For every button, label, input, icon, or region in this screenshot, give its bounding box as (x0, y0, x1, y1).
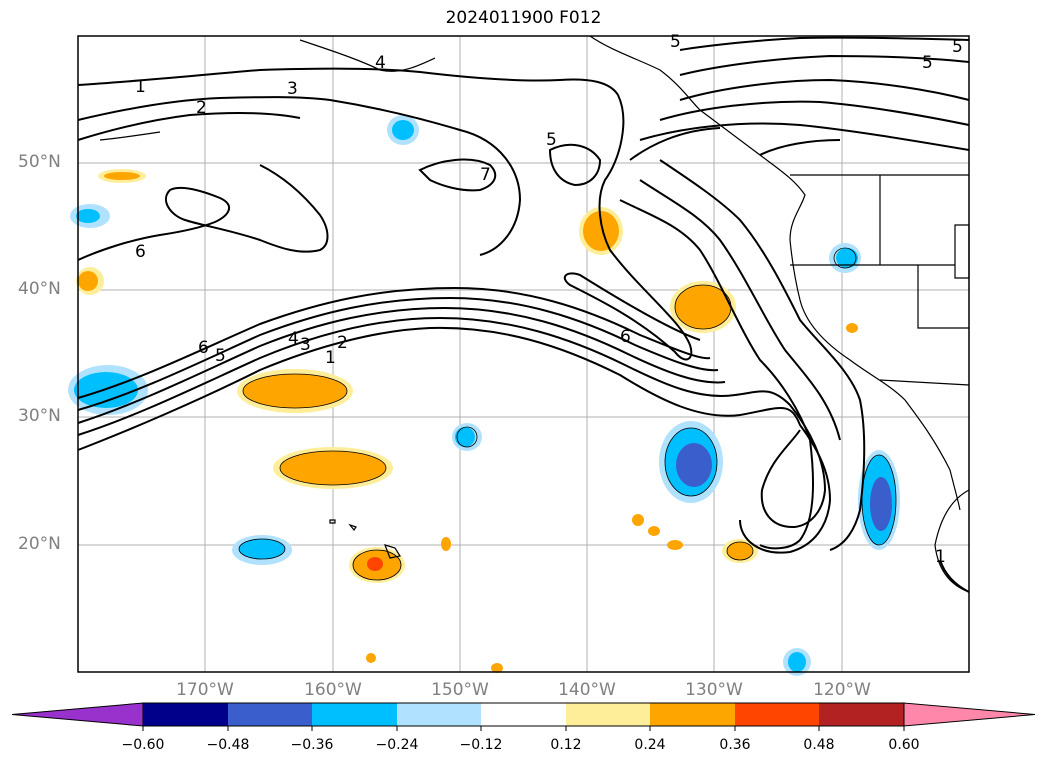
colorbar-tick-label: −0.60 (121, 737, 165, 753)
colorbar-segment (312, 703, 397, 726)
contour-label: 1 (935, 547, 946, 567)
lon-label: 130°W (685, 680, 743, 700)
colorbar-segment (650, 703, 735, 726)
colorbar-extend-high (903, 702, 1036, 727)
colorbar-tick-label: 0.36 (719, 737, 751, 753)
colorbar-segment (228, 703, 312, 726)
lon-label: 150°W (431, 680, 489, 700)
map-frame (77, 35, 970, 673)
lat-label: 30°N (18, 406, 61, 426)
contour-label: 6 (198, 338, 209, 358)
contour-label: 4 (288, 329, 299, 349)
colorbar-frame (142, 702, 905, 727)
contour-label: 2 (196, 98, 207, 118)
contour-label: 6 (620, 327, 631, 347)
colorbar-segment (819, 703, 904, 726)
colorbar-tick-label: 0.48 (803, 737, 835, 753)
contour-label: 5 (922, 53, 933, 73)
colorbar-segment (143, 703, 228, 726)
colorbar-segment (397, 703, 481, 726)
lon-label: 170°W (176, 680, 234, 700)
contour-label: 5 (546, 130, 557, 150)
colorbar (11, 702, 1036, 731)
lat-label: 50°N (18, 152, 61, 172)
contours (77, 36, 970, 593)
lon-label: 160°W (304, 680, 362, 700)
lat-label: 40°N (18, 279, 61, 299)
map-title: 2024011900 F012 (445, 8, 602, 28)
colorbar-extend-low (11, 702, 144, 727)
contour-label: 1 (135, 77, 146, 97)
plot-area (78, 36, 969, 672)
contour-label: 3 (300, 335, 311, 355)
coastlines (99, 35, 970, 593)
colorbar-tick-label: −0.48 (206, 737, 250, 753)
contour-label: 5 (670, 32, 681, 52)
colorbar-tick-label: 0.12 (550, 737, 582, 753)
colorbar-tick-label: 0.24 (634, 737, 666, 753)
contour-label: 1 (325, 348, 336, 368)
contour-label: 2 (337, 333, 348, 353)
contour-label: 7 (480, 165, 491, 185)
lon-label: 140°W (558, 680, 616, 700)
contour-label: 5 (215, 346, 226, 366)
lat-label: 20°N (18, 534, 61, 554)
gridlines (78, 36, 969, 672)
colorbar-tick-label: 0.60 (888, 737, 920, 753)
colorbar-tick-label: −0.36 (290, 737, 334, 753)
contour-label: 6 (135, 242, 146, 262)
contour-label: 4 (375, 53, 386, 73)
colorbar-segment (735, 703, 819, 726)
positive-anomalies (76, 169, 858, 673)
contour-label: 3 (287, 79, 298, 99)
colorbar-segment (566, 703, 650, 726)
negative-anomalies (68, 115, 900, 676)
shaded-anomalies (68, 115, 900, 676)
colorbar-segment (481, 703, 566, 726)
colorbar-tick-label: −0.12 (459, 737, 503, 753)
colorbar-tick-label: −0.24 (375, 737, 419, 753)
contour-labels: 1 2 3 4 5 6 7 5 6 1 2 3 4 5 6 1 5 5 (135, 32, 963, 567)
lon-label: 120°W (813, 680, 871, 700)
contour-label: 5 (952, 37, 963, 57)
